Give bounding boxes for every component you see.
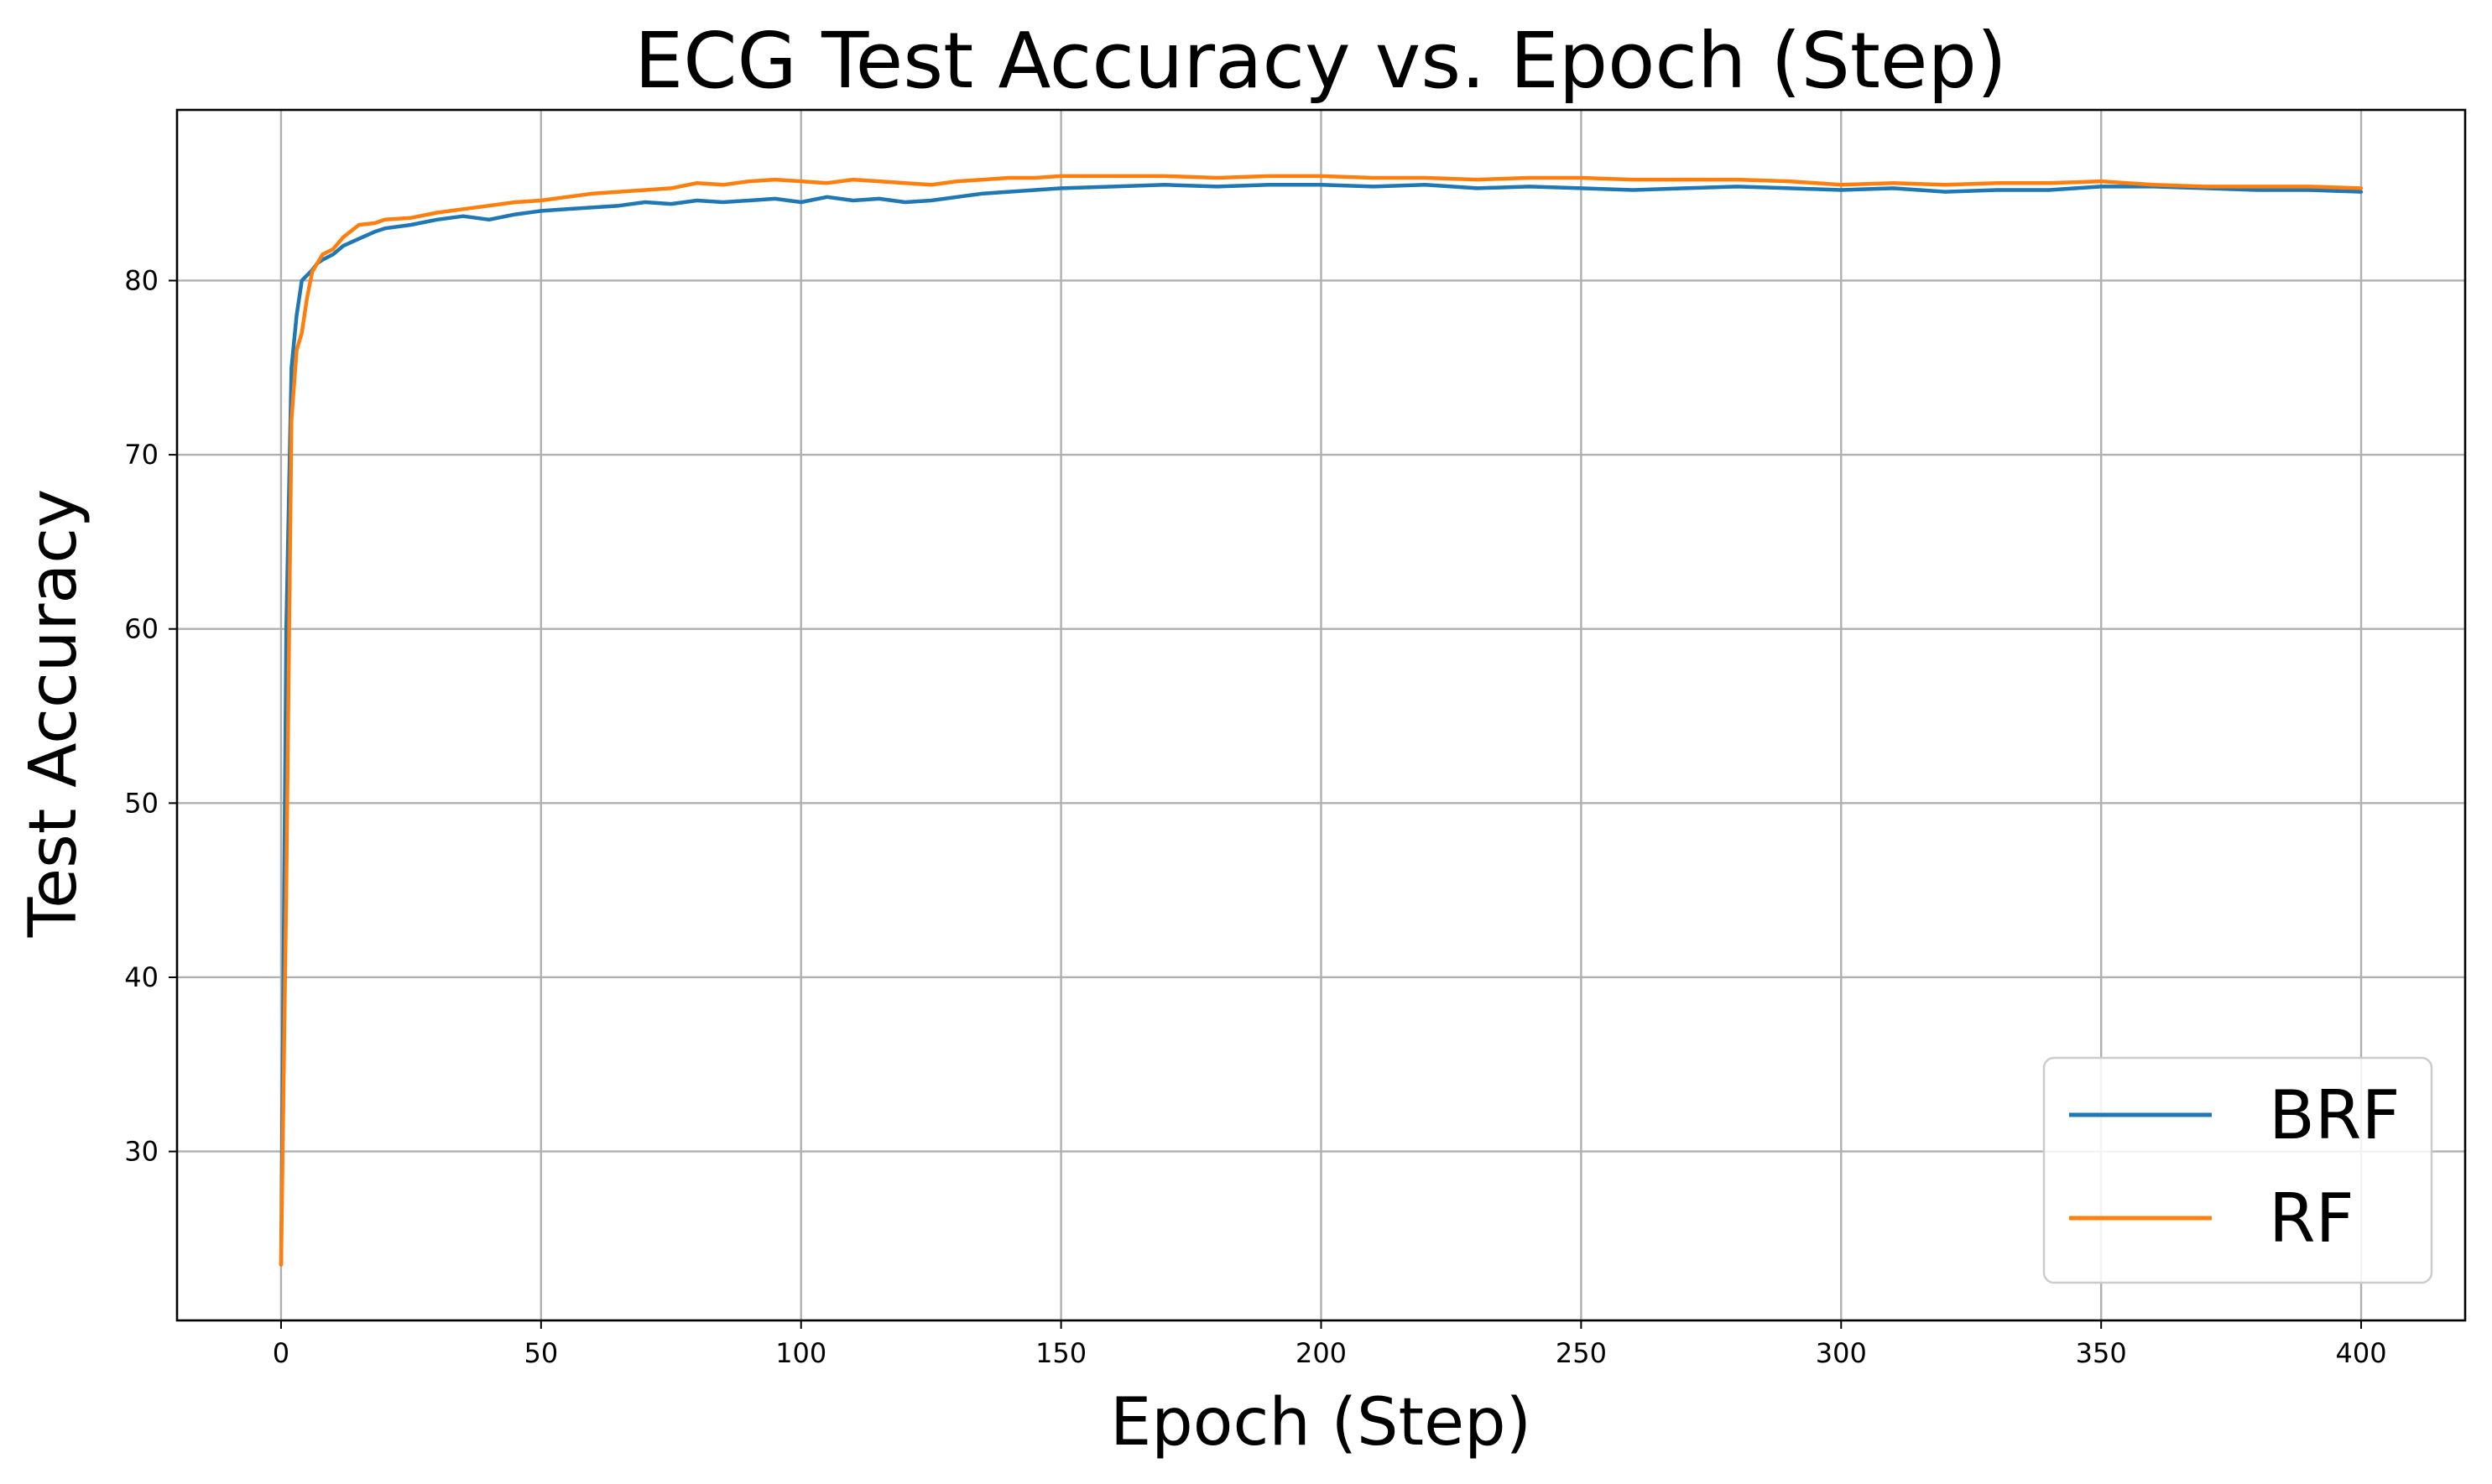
y-tick-label: 50 — [124, 787, 159, 819]
series-line-rf — [279, 174, 2364, 1267]
x-tick-label: 150 — [1035, 1337, 1087, 1369]
x-tick-label: 350 — [2076, 1337, 2127, 1369]
ticks: 0 50 100 150 200 250 300 350 400 30 40 50 60 70 80 — [124, 264, 2386, 1369]
series-layer — [279, 174, 2364, 1267]
x-tick-label: 0 — [273, 1337, 289, 1369]
x-tick-label: 200 — [1296, 1337, 1347, 1369]
y-tick-label: 40 — [124, 961, 159, 993]
y-tick-label: 30 — [124, 1136, 159, 1168]
series-line-brf — [279, 183, 2364, 1267]
x-tick-label: 50 — [524, 1337, 558, 1369]
x-tick-label: 100 — [775, 1337, 826, 1369]
x-tick-label: 400 — [2336, 1337, 2387, 1369]
chart-title: ECG Test Accuracy vs. Epoch (Step) — [634, 16, 2007, 106]
legend: BRF RF — [2042, 1056, 2433, 1284]
y-tick-label: 60 — [124, 613, 159, 645]
x-tick-label: 300 — [1816, 1337, 1867, 1369]
y-tick-label: 70 — [124, 439, 159, 471]
x-axis-label: Epoch (Step) — [1110, 1385, 1531, 1461]
legend-label-rf: RF — [2269, 1179, 2354, 1257]
y-tick-label: 80 — [124, 264, 159, 296]
y-axis-label: Test Accuracy — [16, 489, 91, 939]
x-tick-label: 250 — [1556, 1337, 1607, 1369]
legend-label-brf: BRF — [2269, 1076, 2400, 1154]
